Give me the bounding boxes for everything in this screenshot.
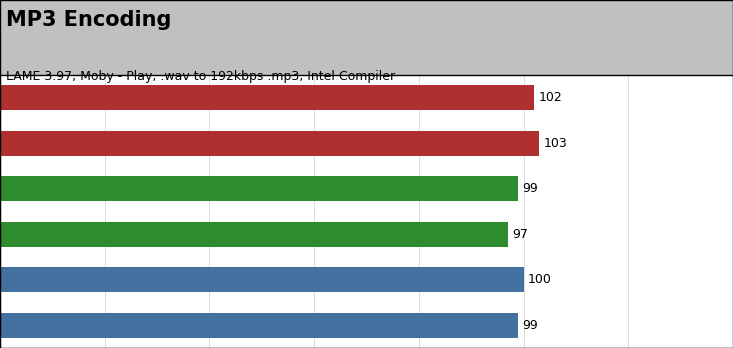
Bar [0,85,534,110]
Bar [0,176,518,201]
Bar [0,267,523,292]
Bar [0,222,508,247]
Text: MP3 Encoding: MP3 Encoding [6,10,172,30]
Bar [0,313,518,338]
Text: 103: 103 [543,137,567,150]
Text: 99: 99 [523,182,538,195]
Text: 100: 100 [528,273,552,286]
Text: 97: 97 [512,228,528,241]
Text: 102: 102 [538,91,562,104]
Text: LAME 3.97, Moby - Play, .wav to 192kbps .mp3, Intel Compiler: LAME 3.97, Moby - Play, .wav to 192kbps … [6,70,395,82]
Bar [0,130,539,156]
Text: 99: 99 [523,319,538,332]
